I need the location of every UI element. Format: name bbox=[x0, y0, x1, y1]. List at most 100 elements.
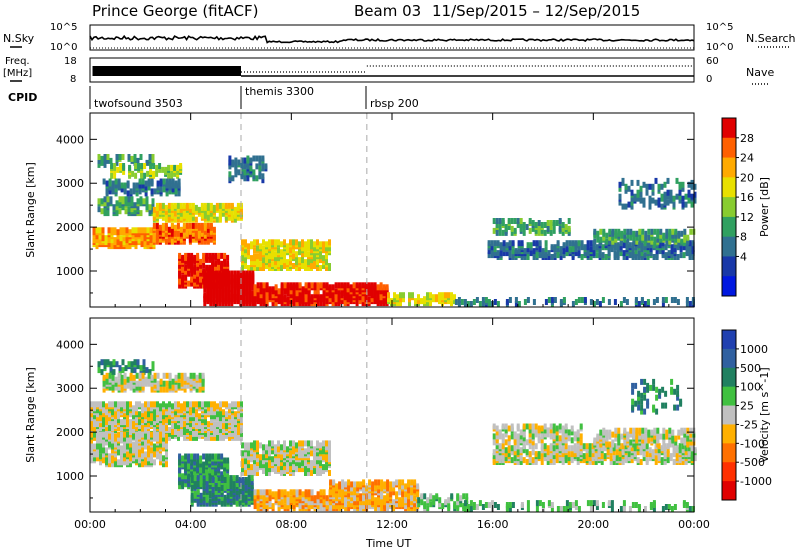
data-cell bbox=[252, 169, 256, 176]
data-cell bbox=[286, 247, 289, 254]
data-cell bbox=[179, 236, 183, 243]
data-cell bbox=[271, 448, 274, 455]
data-cell bbox=[248, 270, 252, 277]
data-cell bbox=[167, 234, 171, 241]
data-cell bbox=[261, 165, 265, 172]
data-cell bbox=[426, 292, 429, 299]
data-cell bbox=[283, 497, 287, 504]
data-cell bbox=[131, 227, 135, 234]
data-cell bbox=[648, 203, 652, 210]
data-band bbox=[241, 440, 331, 476]
data-cell bbox=[104, 235, 108, 242]
data-cell bbox=[108, 415, 111, 422]
data-cell bbox=[295, 251, 298, 258]
data-cell bbox=[243, 175, 247, 182]
data-band bbox=[92, 227, 156, 250]
data-cell bbox=[376, 296, 380, 303]
data-cell bbox=[344, 481, 348, 488]
data-cell bbox=[649, 246, 653, 253]
data-cell bbox=[192, 421, 195, 428]
data-cell bbox=[132, 374, 136, 381]
data-cell bbox=[144, 441, 147, 448]
data-cell bbox=[151, 198, 155, 205]
data-cell bbox=[268, 454, 271, 461]
data-cell bbox=[651, 197, 655, 204]
data-cell bbox=[258, 159, 262, 166]
data-cell bbox=[125, 231, 129, 238]
data-cell bbox=[245, 270, 249, 277]
data-cell bbox=[233, 274, 237, 281]
data-cell bbox=[221, 270, 225, 277]
data-cell bbox=[619, 240, 623, 247]
data-cell bbox=[307, 446, 310, 453]
data-cell bbox=[203, 212, 207, 219]
data-cell bbox=[292, 239, 295, 246]
data-cell bbox=[240, 434, 243, 441]
data-cell bbox=[280, 460, 283, 467]
data-cell bbox=[256, 282, 260, 289]
data-cell bbox=[168, 178, 172, 185]
data-cell bbox=[292, 489, 296, 496]
data-cell bbox=[212, 296, 216, 303]
data-cell bbox=[559, 299, 563, 305]
data-cell bbox=[559, 246, 563, 253]
data-cell bbox=[253, 247, 256, 254]
data-cell bbox=[373, 282, 377, 289]
data-cell bbox=[213, 421, 216, 428]
data-cell bbox=[665, 228, 669, 235]
data-cell bbox=[123, 372, 127, 379]
data-cell bbox=[171, 378, 175, 385]
data-cell bbox=[223, 481, 227, 487]
data-cell bbox=[202, 461, 206, 468]
data-cell bbox=[286, 282, 290, 289]
data-cell bbox=[511, 254, 515, 260]
data-cell bbox=[214, 488, 218, 495]
data-cell bbox=[550, 244, 554, 251]
data-cell bbox=[198, 380, 202, 387]
data-cell bbox=[135, 431, 138, 438]
data-cell bbox=[108, 178, 112, 185]
data-cell bbox=[322, 300, 326, 307]
data-cell bbox=[481, 301, 485, 307]
data-cell bbox=[684, 193, 688, 200]
data-cell bbox=[170, 202, 174, 209]
data-cell bbox=[110, 237, 114, 244]
data-cell bbox=[208, 492, 212, 499]
data-cell bbox=[103, 206, 107, 213]
data-cell bbox=[133, 208, 137, 215]
data-cell bbox=[165, 437, 168, 444]
data-cell bbox=[190, 475, 194, 482]
data-cell bbox=[244, 458, 247, 465]
data-cell bbox=[218, 300, 222, 307]
data-cell bbox=[526, 242, 530, 249]
nsky-line bbox=[89, 34, 695, 44]
data-cell bbox=[234, 157, 238, 164]
data-cell bbox=[183, 386, 187, 393]
data-cell bbox=[219, 415, 222, 422]
data-cell bbox=[261, 173, 265, 180]
data-cell bbox=[682, 244, 686, 251]
data-cell bbox=[111, 374, 115, 381]
data-cell bbox=[329, 505, 333, 512]
data-cell bbox=[580, 244, 584, 251]
data-cell bbox=[183, 429, 186, 435]
data-band bbox=[97, 196, 155, 217]
data-cell bbox=[622, 254, 626, 260]
data-cell bbox=[377, 487, 381, 494]
data-cell bbox=[633, 193, 637, 200]
data-cell bbox=[168, 380, 172, 387]
data-cell bbox=[283, 257, 286, 264]
data-cell bbox=[292, 292, 296, 299]
data-cell bbox=[659, 236, 663, 243]
data-cell bbox=[225, 423, 228, 429]
data-cell bbox=[124, 208, 128, 215]
data-cell bbox=[641, 234, 645, 241]
data-cell bbox=[396, 294, 399, 301]
data-cell bbox=[226, 481, 230, 487]
data-cell bbox=[535, 250, 539, 257]
data-cell bbox=[643, 240, 647, 247]
data-cell bbox=[159, 437, 162, 444]
data-cell bbox=[681, 195, 685, 202]
data-cell bbox=[156, 445, 159, 452]
data-cell bbox=[112, 359, 116, 366]
